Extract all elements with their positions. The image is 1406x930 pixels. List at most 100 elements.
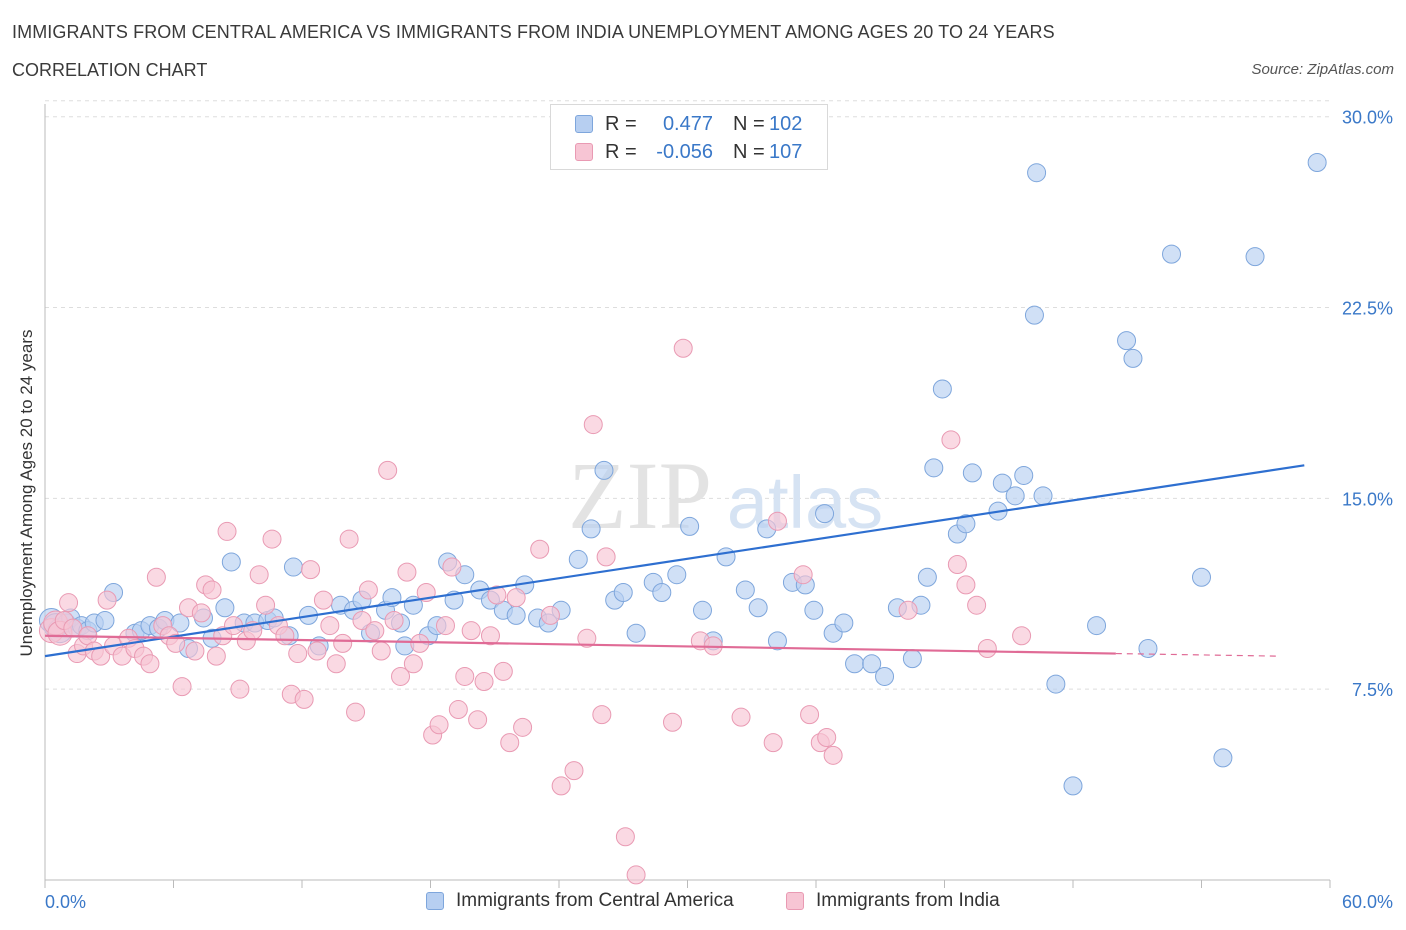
data-point-india xyxy=(823,745,843,765)
legend-r-label: R = xyxy=(605,112,637,135)
data-point-india xyxy=(626,865,646,885)
legend-label: Immigrants from India xyxy=(816,890,1000,911)
data-point-india xyxy=(551,776,571,796)
data-point-central-america xyxy=(767,631,787,651)
data-point-central-america xyxy=(215,598,235,618)
data-point-india xyxy=(540,605,560,625)
series-central-america-points xyxy=(38,153,1327,796)
legend-n-value: 107 xyxy=(769,140,803,163)
data-point-india xyxy=(230,679,250,699)
data-point-central-america xyxy=(902,649,922,669)
data-point-india xyxy=(817,728,837,748)
data-point-central-america xyxy=(1024,305,1044,325)
data-point-central-america xyxy=(862,654,882,674)
series-india-points xyxy=(38,338,1032,885)
data-point-central-america xyxy=(735,580,755,600)
data-point-india xyxy=(731,707,751,727)
data-point-india xyxy=(461,621,481,641)
chart-title: IMMIGRANTS FROM CENTRAL AMERICA VS IMMIG… xyxy=(12,22,1055,42)
data-point-central-america xyxy=(1138,638,1158,658)
data-point-india xyxy=(172,677,192,697)
data-point-india xyxy=(301,560,321,580)
data-point-india xyxy=(513,717,533,737)
y-tick-label: 15.0% xyxy=(1342,489,1393,509)
data-point-india xyxy=(97,590,117,610)
data-point-central-america xyxy=(748,598,768,618)
data-point-india xyxy=(358,580,378,600)
data-point-india xyxy=(352,610,372,630)
data-point-india xyxy=(577,628,597,648)
series-legend: Immigrants from Central America Immigran… xyxy=(0,890,1406,916)
data-point-india xyxy=(403,654,423,674)
legend-label: Immigrants from Central America xyxy=(456,890,734,911)
y-tick-label: 30.0% xyxy=(1342,108,1393,128)
data-point-india xyxy=(191,603,211,623)
data-point-india xyxy=(898,600,918,620)
data-point-central-america xyxy=(875,666,895,686)
data-point-india xyxy=(763,733,783,753)
axes xyxy=(44,104,1331,888)
data-point-india xyxy=(339,529,359,549)
data-point-central-america xyxy=(680,516,700,536)
data-point-central-america xyxy=(834,613,854,633)
data-point-india xyxy=(262,529,282,549)
data-point-india xyxy=(202,580,222,600)
correlation-legend: R = 0.477 N = 102 R = -0.056 N = 107 xyxy=(550,104,828,170)
data-point-central-america xyxy=(1033,486,1053,506)
data-point-india xyxy=(435,616,455,636)
data-point-india xyxy=(410,633,430,653)
data-point-india xyxy=(500,733,520,753)
legend-row-india: R = -0.056 N = 107 xyxy=(575,139,802,165)
legend-n-value: 102 xyxy=(769,112,803,135)
data-point-india xyxy=(320,616,340,636)
data-point-india xyxy=(506,588,526,608)
data-point-central-america xyxy=(1245,247,1265,267)
y-tick-label: 7.5% xyxy=(1352,680,1393,700)
data-point-central-america xyxy=(992,473,1012,493)
data-point-central-america xyxy=(1005,486,1025,506)
watermark: ZIP atlas xyxy=(568,442,883,549)
legend-r-label: R = xyxy=(605,140,637,163)
data-point-india xyxy=(967,595,987,615)
data-point-india xyxy=(947,555,967,575)
legend-swatch-blue xyxy=(426,892,444,910)
data-point-india xyxy=(1012,626,1032,646)
data-point-india xyxy=(663,712,683,732)
data-point-india xyxy=(564,761,584,781)
data-point-india xyxy=(596,547,616,567)
data-point-central-america xyxy=(1213,748,1233,768)
legend-swatch-pink xyxy=(575,143,593,161)
data-point-india xyxy=(326,654,346,674)
data-point-india xyxy=(767,511,787,531)
data-point-central-america xyxy=(581,519,601,539)
data-point-india xyxy=(583,415,603,435)
data-point-india xyxy=(448,700,468,720)
legend-row-central-america: R = 0.477 N = 102 xyxy=(575,111,802,137)
data-point-india xyxy=(256,595,276,615)
data-point-central-america xyxy=(1162,244,1182,264)
data-point-central-america xyxy=(95,610,115,630)
data-point-india xyxy=(487,585,507,605)
data-point-india xyxy=(941,430,961,450)
data-point-india xyxy=(59,593,79,613)
data-point-central-america xyxy=(1123,348,1143,368)
data-point-india xyxy=(185,641,205,661)
data-point-india xyxy=(217,521,237,541)
data-point-india xyxy=(977,638,997,658)
data-point-central-america xyxy=(956,514,976,534)
data-point-india xyxy=(313,590,333,610)
data-point-central-america xyxy=(626,623,646,643)
tick-labels: 7.5% 15.0% 22.5% 30.0% 0.0% 60.0% xyxy=(45,108,1393,912)
data-point-central-america xyxy=(667,565,687,585)
data-point-central-america xyxy=(1063,776,1083,796)
data-point-india xyxy=(800,705,820,725)
data-point-india xyxy=(371,641,391,661)
data-point-central-america xyxy=(924,458,944,478)
data-point-central-america xyxy=(804,600,824,620)
data-point-central-america xyxy=(1307,153,1327,173)
data-point-central-america xyxy=(1087,616,1107,636)
data-point-central-america xyxy=(1192,567,1211,587)
data-point-india xyxy=(378,460,398,480)
chart-subtitle: CORRELATION CHART xyxy=(12,60,208,80)
